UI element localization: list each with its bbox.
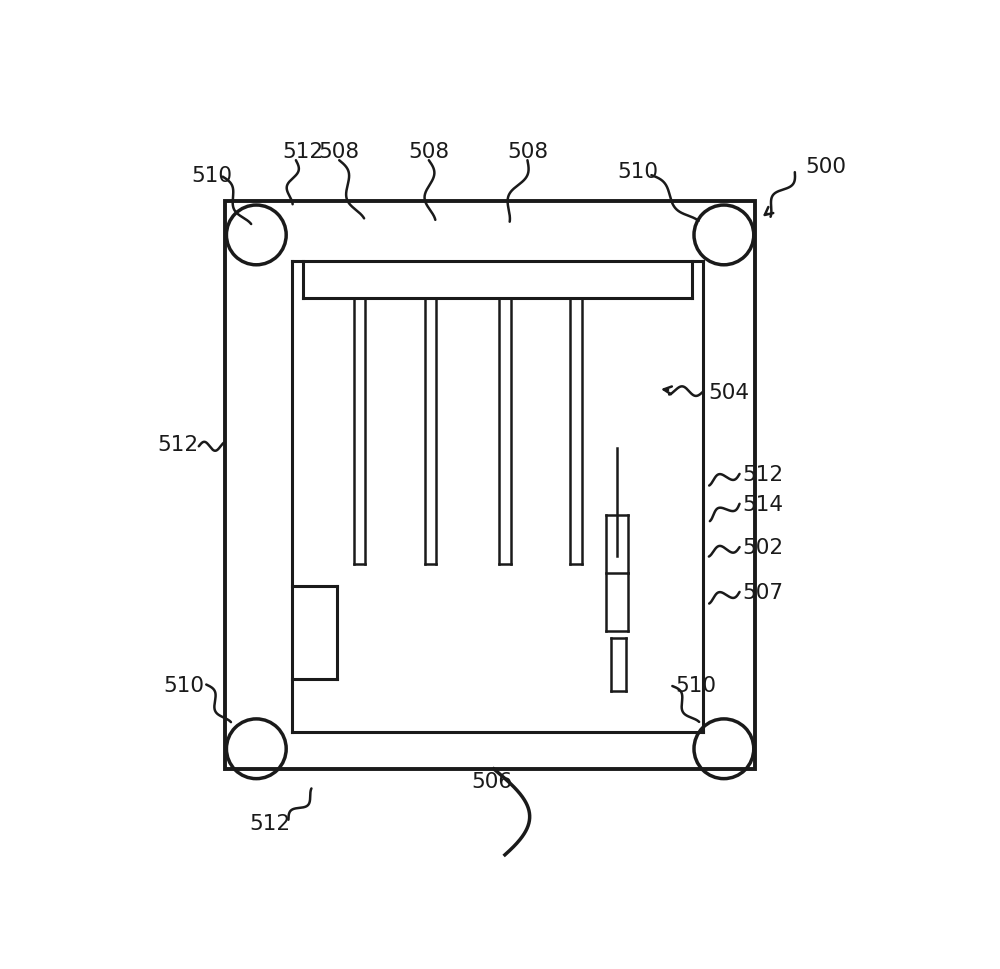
Text: 508: 508 bbox=[319, 142, 360, 162]
Text: 512: 512 bbox=[282, 142, 324, 162]
Text: 510: 510 bbox=[617, 162, 658, 182]
Text: 502: 502 bbox=[743, 538, 784, 557]
Text: 508: 508 bbox=[408, 142, 449, 162]
Text: 512: 512 bbox=[158, 434, 199, 454]
Text: 510: 510 bbox=[191, 166, 232, 186]
Text: 510: 510 bbox=[163, 674, 204, 695]
Text: 514: 514 bbox=[743, 494, 784, 515]
Text: 510: 510 bbox=[675, 674, 716, 695]
Text: 508: 508 bbox=[507, 142, 548, 162]
Text: 512: 512 bbox=[743, 464, 784, 484]
Text: 506: 506 bbox=[471, 771, 512, 792]
Text: 512: 512 bbox=[250, 814, 291, 833]
Text: 504: 504 bbox=[708, 383, 749, 402]
Text: 500: 500 bbox=[805, 157, 846, 177]
Text: 507: 507 bbox=[743, 582, 784, 603]
